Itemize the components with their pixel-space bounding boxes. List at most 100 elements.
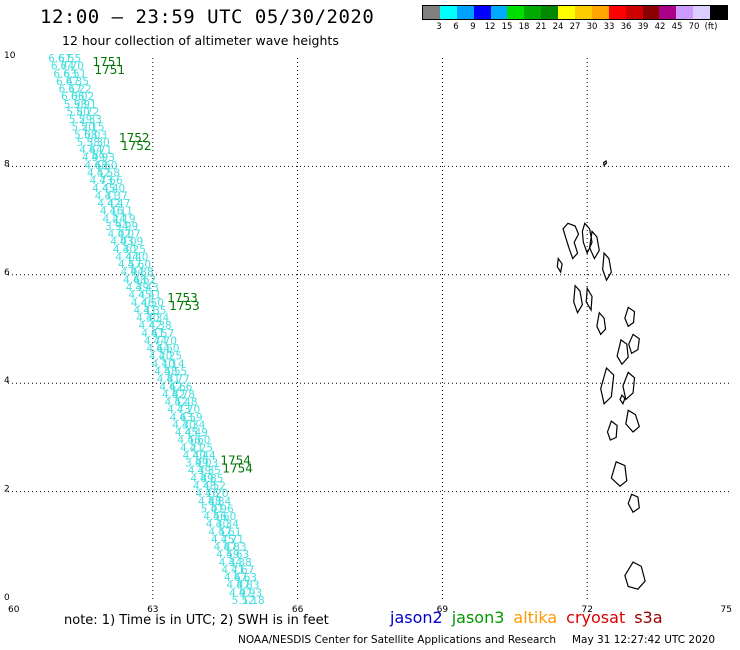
- wave-height-value: 5.01: [201, 503, 224, 515]
- wave-height-value: 4.49: [185, 427, 208, 439]
- legend-label: 18: [518, 22, 530, 32]
- wave-height-value: 4.34: [219, 557, 243, 569]
- island-outline: [602, 251, 612, 282]
- wave-height-value: 6.51: [63, 68, 86, 80]
- wave-height-value: 4.81: [157, 374, 180, 386]
- pass-time-label: 1754: [220, 454, 251, 468]
- wave-height-value: 4.67: [231, 564, 254, 576]
- wave-height-value: 4.75: [211, 534, 234, 546]
- wave-height-value: 4.74: [144, 335, 168, 347]
- wave-height-color-legend: 3 6 9 12 15 18 21 24 27 30 33 36 39 42 45 70 (ft): [422, 5, 728, 32]
- legend-label: 21: [535, 22, 547, 32]
- island-outline: [588, 230, 600, 260]
- credit-line: NOAA/NESDIS Center for Satellite Applica…: [238, 634, 715, 646]
- legend-swatches: [422, 5, 728, 20]
- latitude-tick-label: 8: [4, 159, 10, 169]
- legend-swatch: [608, 6, 626, 19]
- credit-center: NOAA/NESDIS Center for Satellite Applica…: [238, 634, 556, 646]
- island-outline: [581, 222, 593, 255]
- wave-height-value: 4.37: [104, 190, 127, 202]
- legend-label: 70: [688, 22, 700, 32]
- wave-height-value: 4.60: [213, 511, 236, 523]
- wave-height-value: 4.70: [154, 335, 177, 347]
- wave-height-value: 4.34: [146, 313, 170, 325]
- latitude-tick-label: 10: [4, 51, 16, 61]
- legend-swatch: [625, 6, 643, 19]
- pass-time-label: 1752: [121, 139, 152, 153]
- wave-height-value: 5.20: [72, 122, 95, 134]
- credit-timestamp: May 31 12:27:42 UTC 2020: [572, 634, 716, 646]
- wave-height-value: 4.30: [113, 244, 136, 256]
- pass-time-label: 1751: [92, 55, 123, 69]
- wave-height-value: 4.50: [141, 297, 164, 309]
- wave-height-value: 5.30: [86, 137, 109, 149]
- wave-height-value: 4.43: [135, 282, 158, 294]
- satellite-legend: jason2 jason3 altika cryosat s3a: [390, 608, 672, 627]
- wave-height-value: 4.60: [94, 160, 117, 172]
- wave-height-value: 4.93: [92, 152, 115, 164]
- island-outline: [585, 286, 593, 312]
- wave-height-value: 4.52: [165, 397, 188, 409]
- pass-time-label: 1753: [167, 291, 198, 305]
- island-outline: [624, 561, 646, 590]
- wave-height-value: 6.61: [48, 53, 71, 65]
- wave-height-value: 4.46: [131, 297, 155, 309]
- note-text: note: 1) Time is in UTC; 2) SWH is in fe…: [64, 613, 329, 628]
- wave-height-value: 4.88: [130, 267, 153, 279]
- wave-height-value: 4.40: [102, 183, 125, 195]
- legend-swatch: [439, 6, 457, 19]
- wave-height-value: 5.38: [77, 137, 100, 149]
- legend-swatch: [423, 6, 440, 19]
- island-outline: [624, 306, 636, 328]
- wave-height-value: 4.60: [156, 343, 179, 355]
- legend-label: 36: [620, 22, 632, 32]
- wave-height-value: 4.85: [200, 473, 223, 485]
- island-outline: [610, 460, 628, 487]
- longitude-tick-label: 75: [721, 605, 732, 615]
- legend-swatch: [642, 6, 660, 19]
- wave-height-value: 4.31: [95, 190, 118, 202]
- island-outline: [606, 420, 618, 441]
- legend-swatch: [524, 6, 542, 19]
- wave-height-value: 4.62: [159, 381, 182, 393]
- legend-swatch: [456, 6, 474, 19]
- wave-height-value: 4.16: [100, 206, 124, 218]
- wave-height-value: 4.58: [97, 168, 120, 180]
- wave-height-value: 4.41: [138, 290, 161, 302]
- legend-labels: 3 6 9 12 15 18 21 24 27 30 33 36 39 42 45 70 (ft): [422, 20, 728, 32]
- wave-height-value: 4.96: [210, 503, 234, 515]
- wave-height-value: 4.25: [190, 442, 213, 454]
- island-outline: [622, 371, 636, 401]
- legend-swatch: [693, 6, 711, 19]
- wave-height-value: 4.93: [239, 587, 262, 599]
- wave-height-value: 4.59: [179, 412, 202, 424]
- island-outline: [616, 338, 629, 366]
- wave-height-value: 4.64: [79, 145, 103, 157]
- wave-height-value: 5.03: [84, 129, 107, 141]
- wave-height-value: 3.94: [105, 221, 129, 233]
- wave-height-value: 5.72: [76, 106, 99, 118]
- wave-height-value: 5.80: [66, 106, 89, 118]
- wave-height-value: 4.31: [134, 305, 157, 317]
- satellite-jason3: jason3: [451, 608, 505, 627]
- wave-height-value: 4.42: [139, 320, 162, 332]
- island-outline: [602, 159, 608, 167]
- wave-height-value: 6.06: [61, 91, 85, 103]
- longitude-tick-label: 66: [292, 605, 304, 615]
- wave-height-value: 4.71: [221, 564, 244, 576]
- latitude-tick-label: 4: [4, 376, 10, 386]
- legend-swatch: [541, 6, 559, 19]
- wave-height-value: 4.07: [117, 229, 140, 241]
- wave-height-value: 4.10: [152, 358, 175, 370]
- wave-height-value: 4.68: [123, 274, 146, 286]
- island-outline: [556, 256, 563, 274]
- wave-height-value: 5.91: [73, 99, 96, 111]
- island-outline: [627, 493, 640, 514]
- longitude-tick-label: 63: [147, 605, 158, 615]
- wave-height-value: 4.44: [115, 251, 139, 263]
- wave-height-value: 6.63: [53, 68, 76, 80]
- satellite-jason2: jason2: [390, 608, 443, 627]
- legend-swatch: [659, 6, 677, 19]
- wave-height-value: 4.61: [218, 526, 241, 538]
